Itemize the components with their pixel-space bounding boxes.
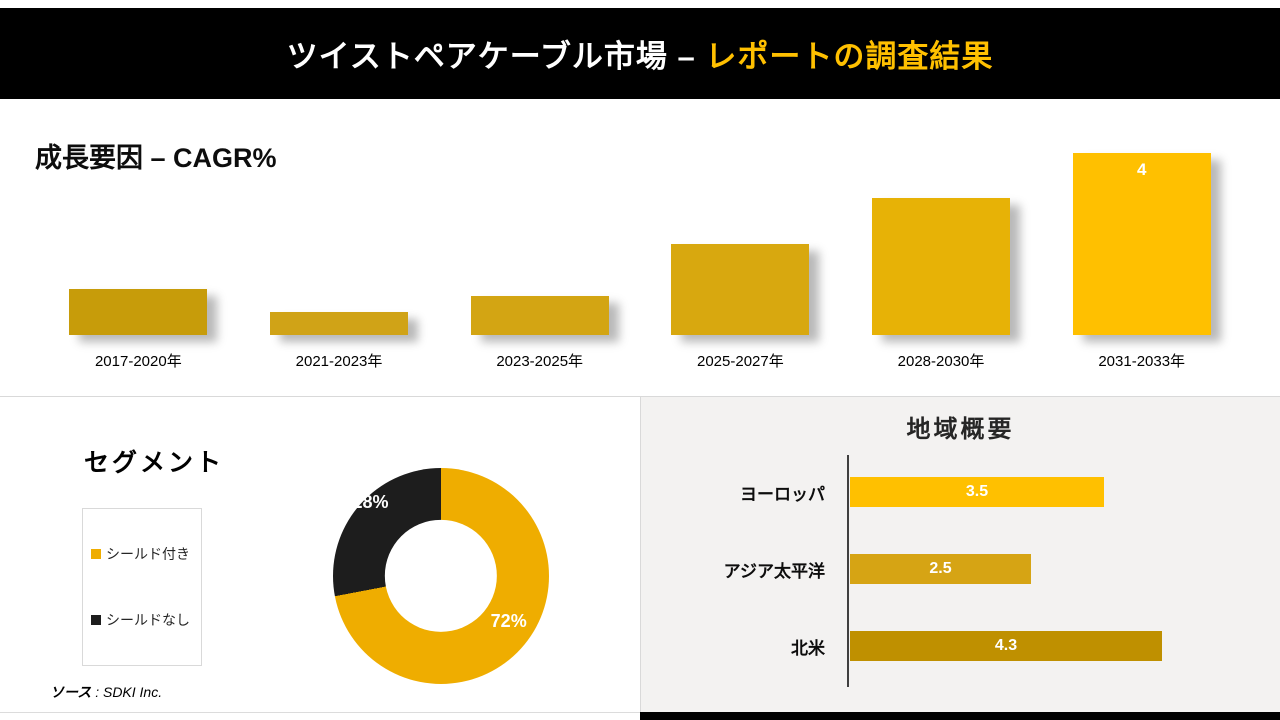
region-bar-row: 北米 4.3 <box>641 631 1280 661</box>
x-axis-label: 2021-2023年 <box>295 353 383 370</box>
region-bar-value: 2.5 <box>929 560 952 577</box>
source-note: ソース : SDKI Inc. <box>50 682 162 702</box>
cagr-column: 2025-2027年 <box>640 150 841 371</box>
region-bar: 4.3 <box>850 631 1162 661</box>
cagr-bar-area <box>239 150 440 335</box>
bottom-black-strip <box>640 712 1280 720</box>
region-label: ヨーロッパ <box>740 484 825 504</box>
x-axis-label: 2023-2025年 <box>496 353 584 370</box>
bottom-border-left <box>0 712 640 713</box>
donut-chart: 72% 28% <box>333 468 549 684</box>
x-axis-label: 2025-2027年 <box>696 353 784 370</box>
legend-label: シールドなし <box>106 612 190 628</box>
region-bar-value: 4.3 <box>994 637 1018 654</box>
page-title-accent: レポートの調査結果 <box>705 39 994 74</box>
y-axis-line <box>847 455 849 687</box>
legend-swatch <box>91 615 101 625</box>
source-text: : SDKI Inc. <box>91 684 163 700</box>
cagr-bar <box>69 289 208 335</box>
region-bar: 3.5 <box>850 477 1104 507</box>
bar-data-label: 4 <box>1136 160 1147 179</box>
legend-swatch <box>91 549 101 559</box>
segment-section-title: セグメント <box>84 449 225 477</box>
region-bar: 2.5 <box>850 554 1031 584</box>
cagr-bar-area: 4 <box>1041 150 1242 335</box>
cagr-column: 2023-2025年 <box>439 150 640 371</box>
legend-item: シールドなし <box>91 610 193 630</box>
cagr-column: 2028-2030年 <box>841 150 1042 371</box>
region-bar-row: アジア太平洋 2.5 <box>641 554 1280 584</box>
x-axis-label: 2031-2033年 <box>1098 353 1186 370</box>
cagr-bar <box>470 296 609 335</box>
legend-label: シールド付き <box>106 546 190 562</box>
page-title-main: ツイストペアケーブル市場 – <box>286 39 696 74</box>
cagr-column: 4 2031-2033年 <box>1041 150 1242 371</box>
x-axis-label: 2028-2030年 <box>897 353 985 370</box>
donut-label-minor: 28% <box>352 491 389 512</box>
cagr-bar-area <box>841 150 1042 335</box>
header-bar: ツイストペアケーブル市場 – レポートの調査結果 <box>0 8 1280 99</box>
x-axis-label: 2017-2020年 <box>94 353 182 370</box>
region-bar-row: ヨーロッパ 3.5 <box>641 477 1280 507</box>
cagr-bar <box>872 198 1011 335</box>
cagr-bar <box>270 312 408 335</box>
region-label: 北米 <box>791 638 825 658</box>
donut-label-major: 72% <box>490 610 527 631</box>
donut-hole <box>384 519 498 633</box>
region-bar-chart: ヨーロッパ 3.5 アジア太平洋 2.5 北米 4.3 <box>641 477 1280 708</box>
vertical-divider <box>640 396 641 720</box>
cagr-bar: 4 <box>1072 153 1211 335</box>
region-label: アジア太平洋 <box>723 561 825 581</box>
cagr-bar-area <box>640 150 841 335</box>
source-prefix: ソース <box>50 684 92 700</box>
cagr-bar-area <box>439 150 640 335</box>
region-overview-panel: 地域概要 ヨーロッパ 3.5 アジア太平洋 2.5 北米 4.3 <box>641 397 1280 712</box>
page-title: ツイストペアケーブル市場 – レポートの調査結果 <box>287 31 994 76</box>
legend-item: シールド付き <box>91 544 193 564</box>
cagr-bar <box>671 244 810 335</box>
cagr-chart-title: 成長要因 – CAGR% <box>35 143 277 173</box>
segment-legend: シールド付き シールドなし <box>82 508 202 666</box>
cagr-column: 2017-2020年 <box>38 150 239 371</box>
cagr-column: 2021-2023年 <box>239 150 440 371</box>
cagr-bar-area <box>38 150 239 335</box>
region-chart-title: 地域概要 <box>906 416 1015 443</box>
cagr-bar-chart: 2017-2020年 2021-2023年 2023-2025年 2025-2027年… <box>38 150 1242 371</box>
region-bar-value: 3.5 <box>965 483 989 500</box>
